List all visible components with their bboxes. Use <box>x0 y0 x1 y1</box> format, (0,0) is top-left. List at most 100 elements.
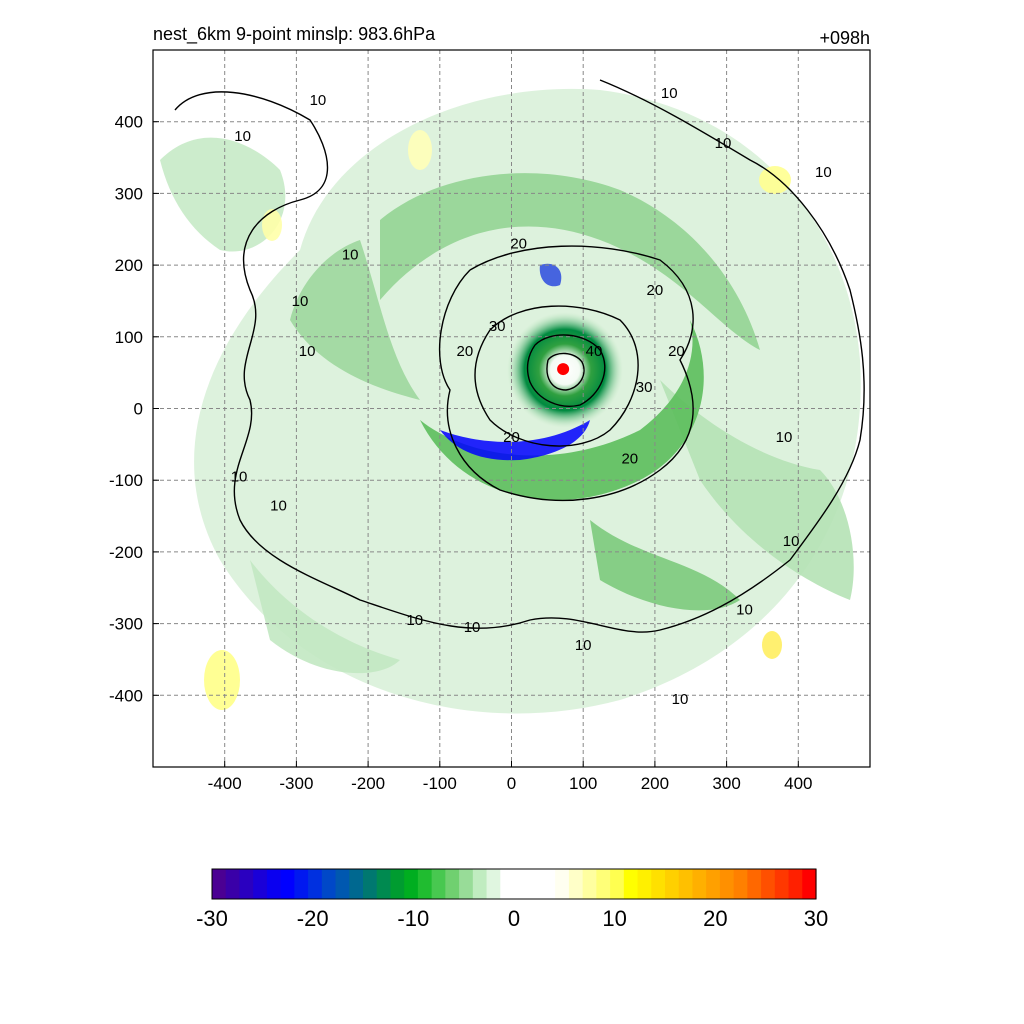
chart-title: nest_6km 9-point minslp: 983.6hPa <box>153 24 436 45</box>
contour-label: 10 <box>715 135 732 152</box>
colorbar-tick-label: -30 <box>196 906 228 931</box>
colorbar-swatch <box>225 869 241 899</box>
colorbar-tick-label: 30 <box>804 906 828 931</box>
x-tick-label: -300 <box>279 774 313 793</box>
colorbar-swatch <box>541 869 556 899</box>
colorbar-swatch <box>459 869 474 899</box>
colorbar-swatch <box>733 869 748 899</box>
colorbar-swatch <box>376 869 392 899</box>
contour-label: 10 <box>464 619 481 636</box>
y-tick-label: 400 <box>115 113 143 132</box>
contour-label: 20 <box>668 343 685 360</box>
colorbar-tick-label: 20 <box>703 906 727 931</box>
contour-label: 20 <box>457 343 474 360</box>
colorbar-swatch <box>596 869 611 899</box>
colorbar-swatch <box>486 869 501 899</box>
y-tick-label: -200 <box>109 543 143 562</box>
colorbar-swatch <box>280 869 295 899</box>
colorbar-swatch <box>692 869 707 899</box>
contour-label: 10 <box>815 164 832 181</box>
colorbar-swatch <box>445 869 460 899</box>
colorbar-swatch <box>678 869 694 899</box>
colorbar-swatch <box>774 869 790 899</box>
colorbar-swatch <box>623 869 639 899</box>
x-tick-label: 0 <box>507 774 516 793</box>
colorbar-swatch <box>390 869 405 899</box>
contour-label: 20 <box>503 429 520 446</box>
colorbar-swatch <box>472 869 488 899</box>
contour-label: 10 <box>270 497 287 514</box>
colorbar-frame <box>211 868 817 900</box>
x-tick-label: 400 <box>784 774 812 793</box>
contour-label: 10 <box>661 85 678 102</box>
contour-label: 20 <box>510 236 527 253</box>
y-tick-label: 0 <box>134 400 143 419</box>
y-tick-label: 100 <box>115 328 143 347</box>
contour-label: 10 <box>783 533 800 550</box>
y-tick-label: 200 <box>115 256 143 275</box>
colorbar-tick-label: 0 <box>508 906 520 931</box>
colorbar-swatch <box>582 869 597 899</box>
x-axis: -400 -300 -200 -100 0 100 200 300 400 <box>208 761 812 793</box>
colorbar-swatch <box>349 869 364 899</box>
colorbar-swatch <box>568 869 584 899</box>
contour-label: 10 <box>299 343 316 360</box>
marker-layer <box>557 363 570 376</box>
colorbar-tick-label: -10 <box>397 906 429 931</box>
colorbar-swatch <box>665 869 680 899</box>
colorbar-swatch <box>514 869 529 899</box>
contour-label: 40 <box>586 343 603 360</box>
y-tick-label: -400 <box>109 686 143 705</box>
contour-label: 10 <box>736 601 753 618</box>
grid <box>153 50 870 767</box>
colorbar-swatch <box>610 869 625 899</box>
contour-label: 10 <box>234 128 251 145</box>
contour-lines <box>174 79 865 633</box>
contour-label: 20 <box>647 282 664 299</box>
contour-label: 10 <box>406 612 423 629</box>
contour-label: 10 <box>310 92 327 109</box>
colorbar-swatch <box>719 869 735 899</box>
colorbar-swatch <box>239 869 254 899</box>
colorbar-swatch <box>335 869 350 899</box>
colorbar-swatch <box>747 869 762 899</box>
storm-center-marker <box>557 363 570 376</box>
colorbar: -30 -20 -10 0 10 20 30 <box>196 868 828 931</box>
y-tick-label: -300 <box>109 615 143 634</box>
contour-label: 10 <box>292 293 309 310</box>
contour-label: 10 <box>776 429 793 446</box>
colorbar-swatch <box>802 869 817 899</box>
colorbar-swatch <box>253 869 268 899</box>
colorbar-swatch <box>788 869 803 899</box>
colorbar-tick-label: -20 <box>297 906 329 931</box>
x-tick-label: 300 <box>712 774 740 793</box>
contour-inner <box>546 352 585 391</box>
colorbar-swatch <box>761 869 776 899</box>
contour-10 <box>174 79 865 633</box>
colorbar-swatch <box>555 869 570 899</box>
x-tick-label: -100 <box>423 774 457 793</box>
colorbar-swatch <box>404 869 419 899</box>
forecast-hour: +098h <box>819 28 870 48</box>
x-tick-label: -200 <box>351 774 385 793</box>
contour-40 <box>526 334 606 407</box>
contour-labels: 10 10 10 10 10 10 10 10 20 20 30 40 20 20 30 20 20 10 10 10… <box>231 85 832 708</box>
contour-label: 10 <box>672 691 689 708</box>
contour-label: 10 <box>231 469 248 486</box>
colorbar-tick-label: 10 <box>602 906 626 931</box>
x-tick-label: 100 <box>569 774 597 793</box>
colorbar-swatch <box>637 869 652 899</box>
contour-label: 10 <box>342 246 359 263</box>
contour-label: 30 <box>489 318 506 335</box>
colorbar-swatch <box>431 869 446 899</box>
colorbar-swatch <box>500 869 515 899</box>
x-tick-label: -400 <box>208 774 242 793</box>
colorbar-swatch <box>527 869 543 899</box>
contour-label: 10 <box>575 637 592 654</box>
y-axis: 400 300 200 100 0 -100 -200 -300 -400 <box>109 113 159 705</box>
y-tick-label: -100 <box>109 471 143 490</box>
contour-label: 30 <box>636 379 653 396</box>
contour-20 <box>438 245 694 502</box>
colorbar-swatch <box>212 869 227 899</box>
